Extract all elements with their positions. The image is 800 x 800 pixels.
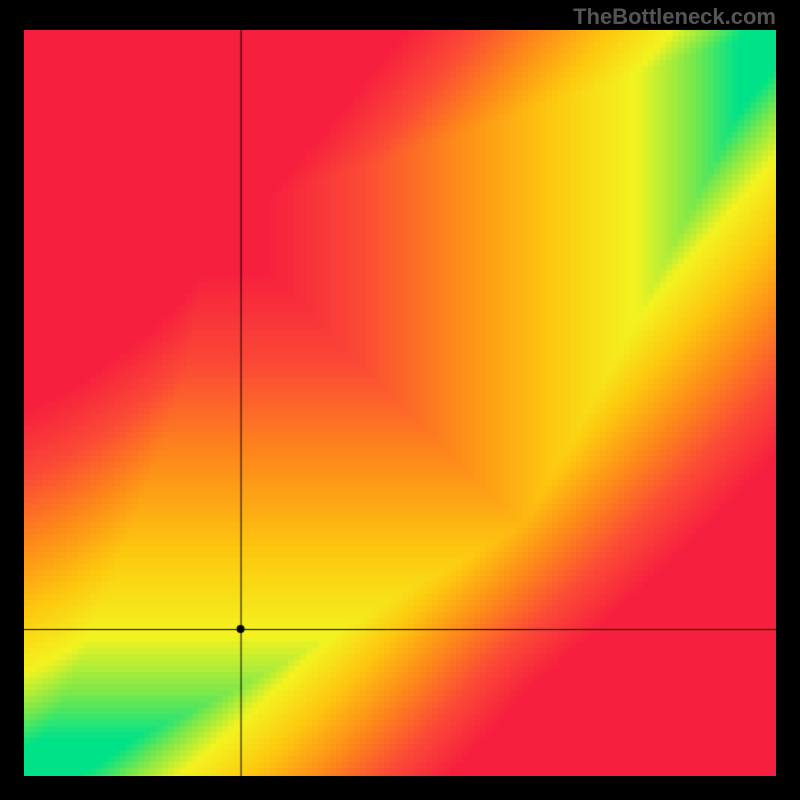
chart-root: TheBottleneck.com	[0, 0, 800, 800]
bottleneck-heatmap	[24, 30, 776, 776]
watermark-text: TheBottleneck.com	[573, 4, 776, 30]
